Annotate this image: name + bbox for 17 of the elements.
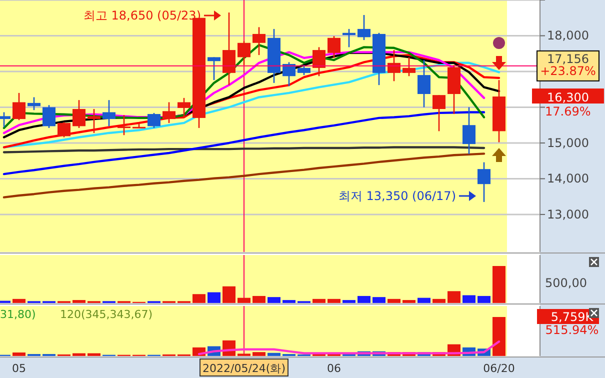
annotation: 최저 13,350 (06/17) <box>338 188 456 203</box>
x-tick-label: 06/20 <box>483 362 515 375</box>
annotation: 120(345,343,67) <box>60 308 153 321</box>
text: 500,00 <box>545 276 587 290</box>
text: 17.69% <box>545 104 591 119</box>
x-tick-label: 05 <box>12 362 26 375</box>
x-tick-label: 2022/05/24(화) <box>202 362 286 375</box>
text: 16,300 <box>547 90 589 105</box>
y-tick-label: 15,000 <box>547 136 589 150</box>
x-tick-label: 06 <box>327 362 341 375</box>
y-tick-label: 13,000 <box>547 207 589 222</box>
annotation: 31,80) <box>0 308 36 321</box>
annotation: 최고 18,650 (05/23) <box>83 8 201 23</box>
ref-line-label: 17,156 +23.87% <box>540 52 596 78</box>
y-tick-label: 18,000 <box>547 28 589 43</box>
text: 515.94% <box>545 323 599 337</box>
y-tick-label: 14,000 <box>547 172 589 186</box>
